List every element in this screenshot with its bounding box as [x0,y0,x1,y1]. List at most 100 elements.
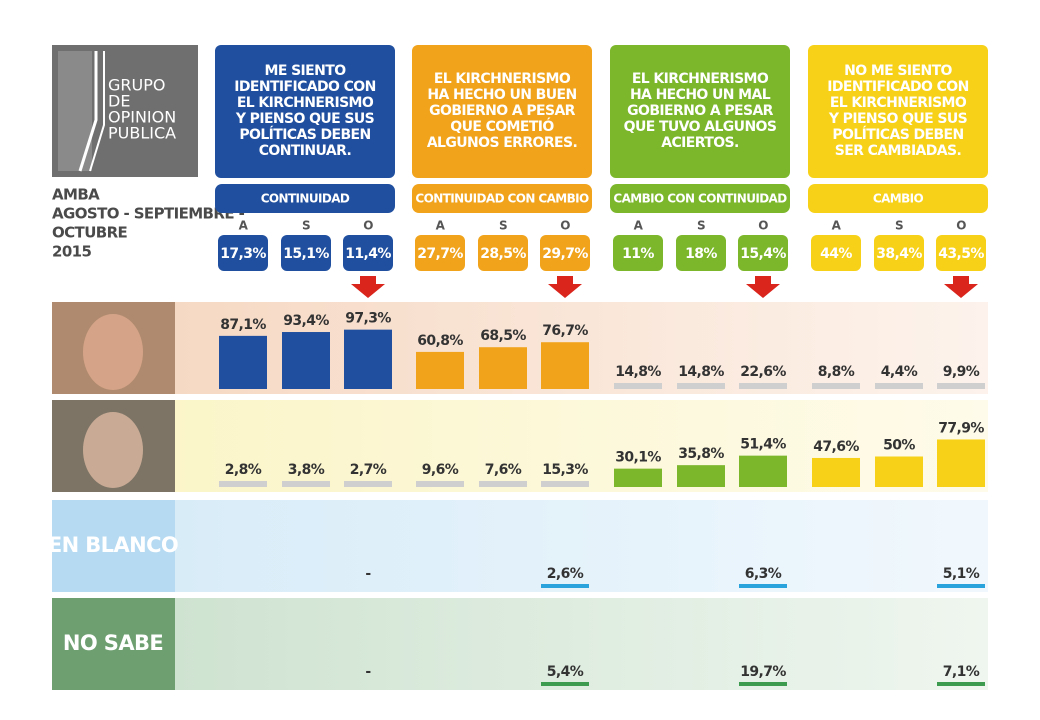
bar [739,455,787,487]
value-pill [281,235,331,271]
bar [541,481,589,487]
group-label-box [808,184,988,213]
description-line: EL KIRCHNERISMO [434,71,571,87]
underline-bar [541,584,589,588]
bar-label: 15,3% [542,462,588,478]
underline-bar [739,682,787,686]
value-pill [540,235,590,271]
bar [812,383,860,389]
value-pill-label: 29,7% [542,246,588,262]
photo-face [83,314,143,390]
bar [677,465,725,487]
value-pill-label: 11,4% [345,246,391,262]
month-label: S [895,219,903,233]
month-label: A [634,219,644,233]
description-line: HA HECHO UN BUEN [427,87,576,103]
month-label: O [956,219,966,233]
description-box [215,45,395,178]
bar [739,383,787,389]
month-label: O [363,219,373,233]
value-pill [343,235,393,271]
bar-label: 7,1% [943,664,980,680]
bar [875,383,923,389]
value-pill-label: 38,4% [876,246,922,262]
group-label: CAMBIO CON CONTINUIDAD [613,192,787,206]
value-pill [478,235,528,271]
description-box [610,45,790,178]
bar-label: 76,7% [542,323,588,339]
description-line: Y PIENSO QUE SUS [828,111,968,127]
bar-label: 22,6% [740,364,786,380]
description-line: EL KIRCHNERISMO [830,95,967,111]
description-line: GOBIERNO A PESAR [627,103,774,119]
month-label: S [499,219,507,233]
logo-line: DE [108,92,130,111]
month-label: A [239,219,249,233]
value-pill-label: 17,3% [220,246,266,262]
row-header [52,500,175,592]
arrow [351,276,385,298]
bar [344,329,392,389]
bar-label: 77,9% [938,420,984,436]
value-pill-label: 28,5% [480,246,526,262]
month-label: S [697,219,705,233]
group-label-box [412,184,592,213]
value-pill [613,235,663,271]
meta-line: OCTUBRE [52,224,128,242]
bar-label: 5,4% [547,664,584,680]
bar-label: 3,8% [288,462,325,478]
bar-label: 19,7% [740,664,786,680]
bar [479,481,527,487]
description-line: NO ME SIENTO [844,63,952,79]
value-pill-label: 18% [685,246,717,262]
description-line: EL KIRCHNERISMO [632,71,769,87]
logo-line: OPINION [108,108,176,127]
arrow [746,276,780,298]
bar [937,383,985,389]
value-pill-label: 11% [622,246,654,262]
description-line: QUE COMETIÓ [450,117,554,135]
description-box [412,45,592,178]
bar-label: 50% [883,438,915,454]
value-pill [676,235,726,271]
meta-line: AMBA [52,186,100,204]
bar-label: 68,5% [480,328,526,344]
underline-bar [937,682,985,686]
description-line: CONTINUAR. [259,143,352,159]
bar-label: - [365,566,371,582]
description-line: POLÍTICAS DEBEN [239,126,370,143]
bar-label: 87,1% [220,317,266,333]
bar [282,332,330,389]
bar-label: 30,1% [615,450,661,466]
description-line: IDENTIFICADO CON [827,79,968,95]
bar-label: 97,3% [345,311,391,327]
bar [937,439,985,487]
arrow [944,276,978,298]
description-line: QUE TUVO ALGUNOS [624,119,777,135]
bar [614,468,662,487]
group-label-box [215,184,395,213]
description-line: ALGUNOS ERRORES. [427,135,577,151]
bar [416,351,464,389]
bar-label: 9,6% [422,462,459,478]
description-line: Y PIENSO QUE SUS [235,111,375,127]
underline-bar [937,584,985,588]
bar [541,342,589,389]
value-pill-label: 27,7% [417,246,463,262]
bar-label: 9,9% [943,364,980,380]
value-pill [874,235,924,271]
description-box [808,45,988,178]
description-line: SER CAMBIADAS. [835,143,962,159]
bar-label: 4,4% [881,364,918,380]
month-label: O [560,219,570,233]
row-background [175,500,988,592]
value-pill-label: 15,1% [283,246,329,262]
meta-line: AGOSTO - SEPTIEMBRE - [52,205,245,223]
description-line: HA HECHO UN MAL [630,87,771,103]
bar-label: 5,1% [943,566,980,582]
bar-label: 7,6% [485,462,522,478]
value-pill-label: 15,4% [740,246,786,262]
bar-label: 60,8% [417,333,463,349]
description-line: EL KIRCHNERISMO [237,95,374,111]
row-background [175,598,988,690]
